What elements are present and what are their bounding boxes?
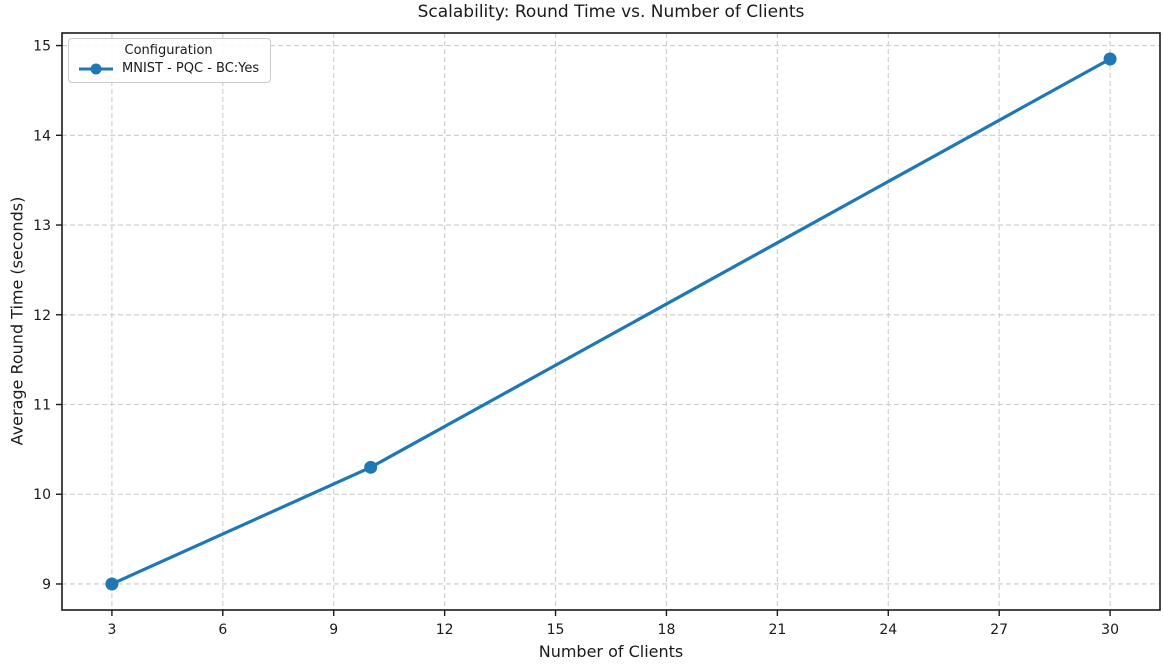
y-tick-label: 10 (33, 487, 51, 503)
x-axis-label: Number of Clients (538, 642, 684, 661)
series-line (110, 57, 1112, 586)
chart-title: Scalability: Round Time vs. Number of Cl… (417, 2, 805, 22)
legend-title: Configuration (124, 43, 213, 58)
y-tick-label: 14 (33, 128, 51, 144)
data-point-marker (105, 577, 119, 591)
series-MNIST - PQC - BC:Yes (105, 52, 1117, 591)
data-point-marker (1103, 52, 1117, 66)
x-tick-label: 24 (879, 622, 897, 638)
x-tick-label: 6 (218, 622, 227, 638)
legend-line-marker-icon (79, 63, 113, 74)
y-tick-label: 11 (33, 398, 51, 414)
axes: 3 6 9 12 15 18 21 24 27 30 9 10 11 12 13 14 15 (33, 32, 1161, 638)
legend-series-label: MNIST - PQC - BC:Yes (122, 61, 260, 76)
x-tick-label: 18 (658, 622, 676, 638)
x-tick-label: 21 (768, 622, 786, 638)
legend: Configuration MNIST - PQC - BC:Yes (68, 38, 272, 83)
x-tick-label: 12 (436, 622, 454, 638)
x-tick-label: 15 (547, 622, 565, 638)
x-tick-label: 3 (107, 622, 116, 638)
data-point-marker (364, 460, 378, 474)
x-tick-label: 27 (990, 622, 1008, 638)
x-tick-label: 9 (329, 622, 338, 638)
y-tick-label: 12 (33, 308, 51, 324)
legend-item: MNIST - PQC - BC:Yes (78, 61, 259, 76)
y-axis-label: Average Round Time (seconds) (7, 196, 27, 446)
y-tick-label: 15 (33, 39, 51, 55)
y-tick-label: 9 (42, 577, 51, 593)
y-tick-label: 13 (33, 218, 51, 234)
gridlines (62, 33, 1160, 610)
x-tick-label: 30 (1101, 622, 1119, 638)
